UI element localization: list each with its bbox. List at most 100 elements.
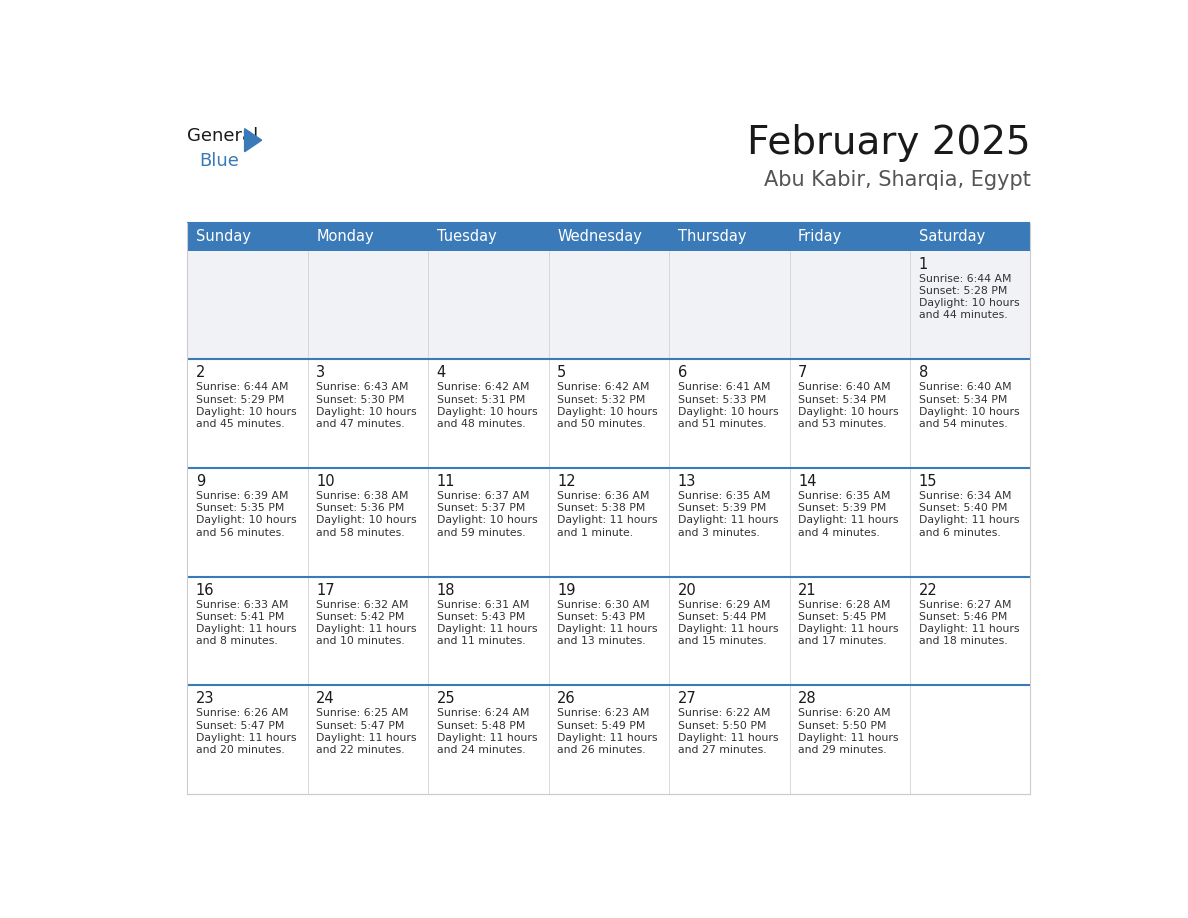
Text: and 10 minutes.: and 10 minutes.: [316, 636, 405, 646]
Bar: [790, 685, 910, 794]
Text: Sunrise: 6:40 AM: Sunrise: 6:40 AM: [918, 383, 1011, 392]
Text: and 48 minutes.: and 48 minutes.: [437, 419, 525, 429]
Text: Daylight: 10 hours: Daylight: 10 hours: [316, 407, 417, 417]
Bar: [188, 468, 308, 577]
Text: 16: 16: [196, 583, 214, 598]
Text: Sunrise: 6:44 AM: Sunrise: 6:44 AM: [196, 383, 289, 392]
Text: Sunset: 5:45 PM: Sunset: 5:45 PM: [798, 612, 886, 621]
Text: 3: 3: [316, 365, 326, 380]
Text: Sunrise: 6:25 AM: Sunrise: 6:25 AM: [316, 709, 409, 719]
Text: Daylight: 10 hours: Daylight: 10 hours: [557, 407, 658, 417]
Text: Daylight: 11 hours: Daylight: 11 hours: [918, 515, 1019, 525]
Text: and 15 minutes.: and 15 minutes.: [677, 636, 766, 646]
Text: Daylight: 10 hours: Daylight: 10 hours: [196, 407, 296, 417]
Text: Sunset: 5:35 PM: Sunset: 5:35 PM: [196, 503, 284, 513]
Text: 26: 26: [557, 691, 576, 707]
Bar: [428, 685, 549, 794]
Text: Sunrise: 6:36 AM: Sunrise: 6:36 AM: [557, 491, 650, 501]
Text: Sunset: 5:43 PM: Sunset: 5:43 PM: [557, 612, 645, 621]
Bar: [549, 359, 669, 468]
Text: Daylight: 10 hours: Daylight: 10 hours: [918, 298, 1019, 308]
Bar: [428, 468, 549, 577]
Bar: [428, 577, 549, 685]
Bar: [549, 251, 669, 359]
Polygon shape: [245, 129, 261, 151]
Text: 14: 14: [798, 474, 816, 489]
Text: Sunset: 5:29 PM: Sunset: 5:29 PM: [196, 395, 284, 405]
Text: February 2025: February 2025: [747, 124, 1030, 162]
Bar: [910, 685, 1030, 794]
Text: 5: 5: [557, 365, 567, 380]
Bar: [790, 468, 910, 577]
Text: Daylight: 11 hours: Daylight: 11 hours: [918, 624, 1019, 634]
Text: 12: 12: [557, 474, 576, 489]
Text: Sunset: 5:41 PM: Sunset: 5:41 PM: [196, 612, 284, 621]
Text: and 17 minutes.: and 17 minutes.: [798, 636, 886, 646]
Text: Thursday: Thursday: [677, 230, 746, 244]
Text: Sunset: 5:31 PM: Sunset: 5:31 PM: [437, 395, 525, 405]
Text: and 54 minutes.: and 54 minutes.: [918, 419, 1007, 429]
Text: 24: 24: [316, 691, 335, 707]
Text: and 29 minutes.: and 29 minutes.: [798, 744, 886, 755]
Bar: [428, 222, 549, 251]
Text: and 22 minutes.: and 22 minutes.: [316, 744, 405, 755]
Text: Daylight: 11 hours: Daylight: 11 hours: [798, 733, 898, 743]
Text: Sunset: 5:34 PM: Sunset: 5:34 PM: [798, 395, 886, 405]
Text: Daylight: 11 hours: Daylight: 11 hours: [316, 733, 417, 743]
Text: and 27 minutes.: and 27 minutes.: [677, 744, 766, 755]
Text: Blue: Blue: [198, 151, 239, 170]
Text: Daylight: 11 hours: Daylight: 11 hours: [437, 624, 537, 634]
Text: 8: 8: [918, 365, 928, 380]
Bar: [669, 251, 790, 359]
Text: and 47 minutes.: and 47 minutes.: [316, 419, 405, 429]
Text: Friday: Friday: [798, 230, 842, 244]
Bar: [308, 577, 428, 685]
Bar: [910, 222, 1030, 251]
Text: Sunset: 5:32 PM: Sunset: 5:32 PM: [557, 395, 645, 405]
Text: Sunset: 5:49 PM: Sunset: 5:49 PM: [557, 721, 645, 731]
Text: 27: 27: [677, 691, 696, 707]
Text: Sunrise: 6:29 AM: Sunrise: 6:29 AM: [677, 599, 770, 610]
Text: Sunrise: 6:33 AM: Sunrise: 6:33 AM: [196, 599, 289, 610]
Text: 20: 20: [677, 583, 696, 598]
Text: 18: 18: [437, 583, 455, 598]
Text: and 50 minutes.: and 50 minutes.: [557, 419, 646, 429]
Text: Sunset: 5:50 PM: Sunset: 5:50 PM: [677, 721, 766, 731]
Text: Monday: Monday: [316, 230, 374, 244]
Bar: [308, 359, 428, 468]
Bar: [669, 468, 790, 577]
Text: Sunset: 5:37 PM: Sunset: 5:37 PM: [437, 503, 525, 513]
Text: 1: 1: [918, 257, 928, 272]
Text: and 56 minutes.: and 56 minutes.: [196, 528, 284, 538]
Text: and 13 minutes.: and 13 minutes.: [557, 636, 646, 646]
Text: Daylight: 11 hours: Daylight: 11 hours: [196, 624, 296, 634]
Text: Sunset: 5:34 PM: Sunset: 5:34 PM: [918, 395, 1007, 405]
Bar: [188, 577, 308, 685]
Bar: [790, 222, 910, 251]
Text: and 20 minutes.: and 20 minutes.: [196, 744, 284, 755]
Text: 19: 19: [557, 583, 576, 598]
Text: Sunset: 5:30 PM: Sunset: 5:30 PM: [316, 395, 405, 405]
Text: Sunrise: 6:28 AM: Sunrise: 6:28 AM: [798, 599, 891, 610]
Text: Daylight: 11 hours: Daylight: 11 hours: [677, 733, 778, 743]
Text: Daylight: 10 hours: Daylight: 10 hours: [196, 515, 296, 525]
Bar: [428, 251, 549, 359]
Text: 6: 6: [677, 365, 687, 380]
Text: 25: 25: [437, 691, 455, 707]
Text: Sunrise: 6:30 AM: Sunrise: 6:30 AM: [557, 599, 650, 610]
Text: 10: 10: [316, 474, 335, 489]
Text: and 53 minutes.: and 53 minutes.: [798, 419, 886, 429]
Text: Daylight: 10 hours: Daylight: 10 hours: [437, 407, 537, 417]
Text: Daylight: 11 hours: Daylight: 11 hours: [437, 733, 537, 743]
Text: Daylight: 11 hours: Daylight: 11 hours: [557, 624, 658, 634]
Bar: [549, 685, 669, 794]
Text: and 18 minutes.: and 18 minutes.: [918, 636, 1007, 646]
Text: Sunrise: 6:26 AM: Sunrise: 6:26 AM: [196, 709, 289, 719]
Text: Sunrise: 6:43 AM: Sunrise: 6:43 AM: [316, 383, 409, 392]
Bar: [910, 468, 1030, 577]
Text: Tuesday: Tuesday: [437, 230, 497, 244]
Text: and 24 minutes.: and 24 minutes.: [437, 744, 525, 755]
Text: Sunset: 5:47 PM: Sunset: 5:47 PM: [196, 721, 284, 731]
Bar: [669, 359, 790, 468]
Bar: [308, 685, 428, 794]
